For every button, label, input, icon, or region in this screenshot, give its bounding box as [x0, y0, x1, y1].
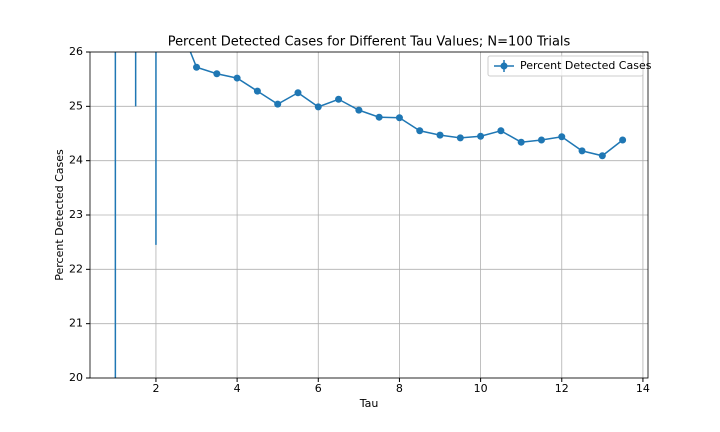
data-point — [537, 136, 545, 144]
data-point — [274, 100, 282, 108]
y-tick-label: 22 — [69, 262, 83, 275]
data-point — [619, 136, 627, 144]
data-point — [598, 152, 606, 160]
y-tick-label: 21 — [69, 317, 83, 330]
chart-title: Percent Detected Cases for Different Tau… — [168, 35, 571, 50]
data-point — [456, 134, 464, 142]
data-point — [193, 63, 201, 71]
data-point — [436, 131, 444, 139]
data-point — [517, 138, 525, 146]
legend-label: Percent Detected Cases — [520, 59, 652, 72]
x-tick-label: 8 — [396, 382, 403, 395]
data-point — [416, 127, 424, 135]
y-tick-label: 24 — [69, 154, 83, 167]
data-point — [213, 70, 221, 78]
x-tick-label: 4 — [234, 382, 241, 395]
legend-marker — [500, 62, 508, 70]
data-point — [335, 95, 343, 103]
x-axis-label: Tau — [359, 397, 379, 410]
legend-box — [487, 55, 644, 77]
data-point — [294, 89, 302, 97]
y-tick-label: 25 — [69, 99, 83, 112]
x-tick-label: 14 — [636, 382, 650, 395]
x-tick-label: 6 — [315, 382, 322, 395]
data-point — [253, 87, 261, 95]
data-point — [233, 74, 241, 82]
data-point — [355, 106, 363, 114]
data-point — [497, 127, 505, 135]
x-tick-label: 12 — [555, 382, 569, 395]
x-tick-label: 2 — [152, 382, 159, 395]
y-axis-label: Percent Detected Cases — [53, 149, 66, 281]
y-tick-label: 20 — [69, 371, 83, 384]
y-tick-label: 23 — [69, 208, 83, 221]
data-point — [375, 113, 383, 121]
x-tick-label: 10 — [474, 382, 488, 395]
y-tick-label: 26 — [69, 45, 83, 58]
data-point — [477, 132, 485, 140]
data-point — [558, 133, 566, 141]
data-point — [314, 103, 322, 111]
data-point — [578, 147, 586, 155]
data-point — [395, 114, 403, 122]
legend: Percent Detected Cases — [487, 55, 652, 77]
